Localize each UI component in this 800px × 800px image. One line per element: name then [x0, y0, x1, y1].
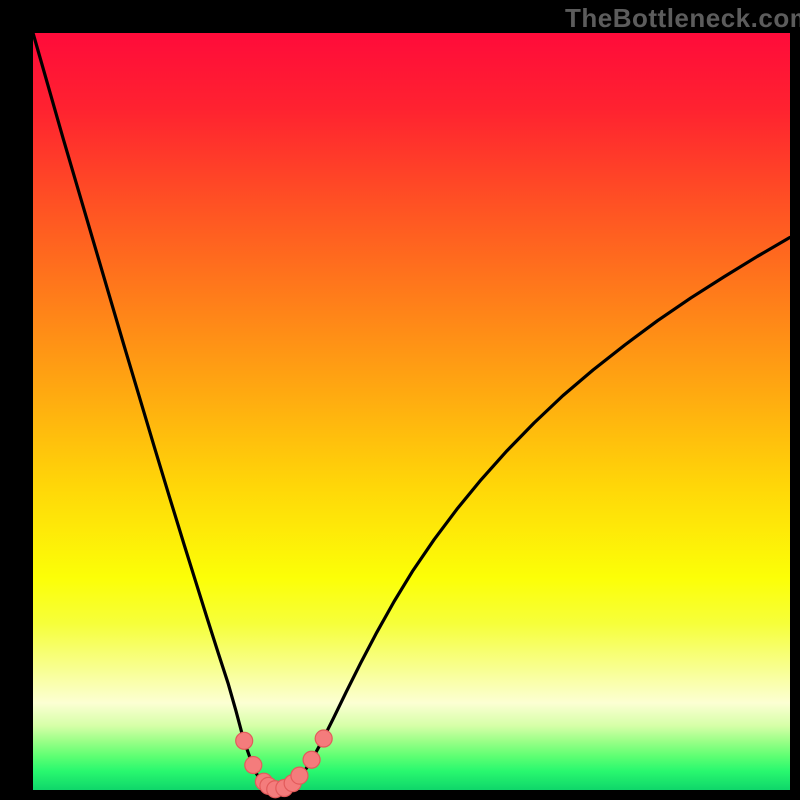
chart-frame [0, 0, 800, 800]
curve-marker [291, 767, 308, 784]
plot-background [33, 33, 790, 790]
curve-marker [315, 730, 332, 747]
curve-marker [303, 751, 320, 768]
watermark-text: TheBottleneck.com [565, 3, 800, 34]
curve-marker [245, 757, 262, 774]
bottleneck-chart [0, 0, 800, 800]
curve-marker [236, 732, 253, 749]
